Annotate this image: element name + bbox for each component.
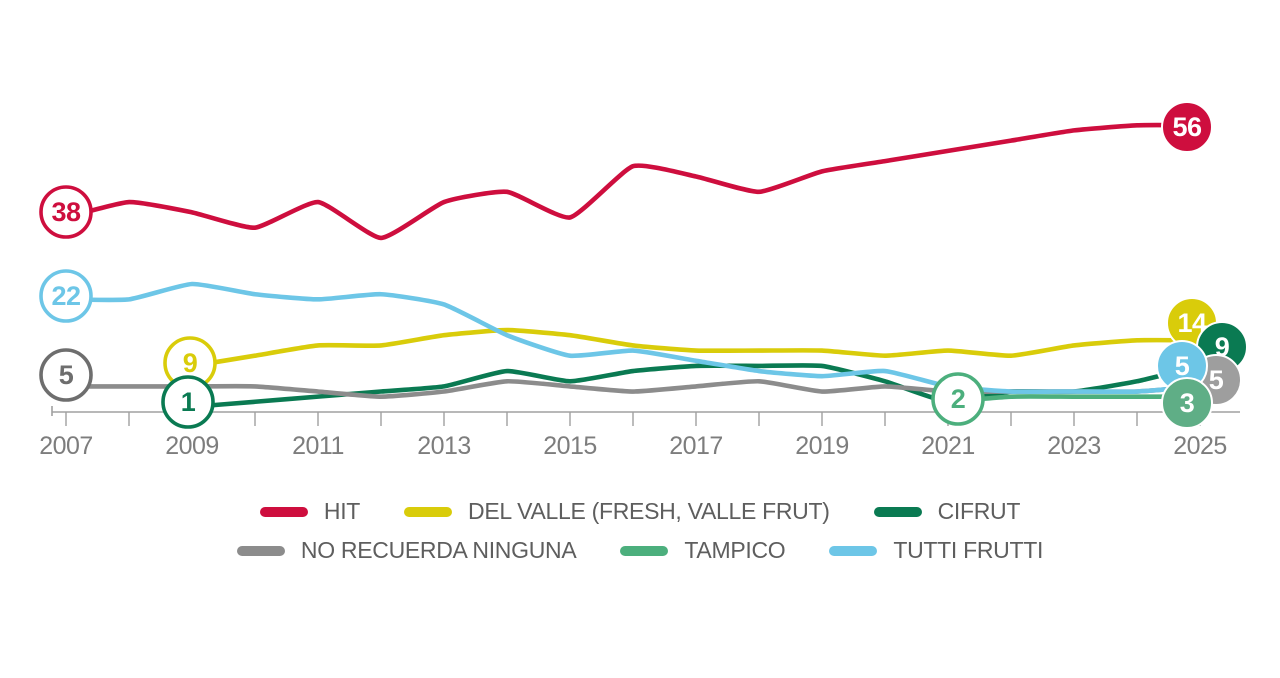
start-marker-del-valle-fresh-valle-frut: 9 bbox=[163, 336, 217, 390]
x-axis-label-2011: 2011 bbox=[292, 432, 344, 460]
chart-legend: HIT DEL VALLE (FRESH, VALLE FRUT) CIFRUT NO… bbox=[0, 498, 1280, 564]
series-lines bbox=[63, 122, 1203, 410]
legend-item-tampico[interactable]: TAMPICO bbox=[620, 537, 786, 564]
legend-label-tutti-frutti: TUTTI FRUTTI bbox=[893, 537, 1044, 563]
marker-value: 9 bbox=[183, 348, 198, 378]
legend-item-no-recuerda-ninguna[interactable]: NO RECUERDA NINGUNA bbox=[236, 537, 577, 564]
marker-value: 5 bbox=[1209, 365, 1224, 395]
legend-swatch-hit bbox=[259, 506, 308, 517]
x-axis-label-2021: 2021 bbox=[921, 432, 975, 460]
series-line-tampico bbox=[945, 394, 1203, 405]
marker-value: 1 bbox=[181, 387, 196, 417]
x-axis bbox=[51, 406, 1240, 426]
legend-label-del-valle-fresh-valle-frut: DEL VALLE (FRESH, VALLE FRUT) bbox=[468, 498, 830, 524]
legend-swatch-tutti-frutti bbox=[829, 545, 878, 556]
marker-value: 2 bbox=[951, 384, 966, 414]
legend-row-2: NO RECUERDA NINGUNA TAMPICO TUTTI FRUTTI bbox=[215, 537, 1065, 564]
legend-label-hit: HIT bbox=[323, 498, 361, 524]
series-line-del-valle-fresh-valle-frut bbox=[189, 327, 1203, 369]
legend-row-1: HIT DEL VALLE (FRESH, VALLE FRUT) CIFRUT bbox=[238, 498, 1042, 525]
legend-item-cifrut[interactable]: CIFRUT bbox=[873, 498, 1021, 525]
legend-swatch-cifrut bbox=[873, 506, 922, 517]
start-marker-tampico: 2 bbox=[931, 372, 985, 426]
legend-swatch-no-recuerda-ninguna bbox=[236, 545, 285, 556]
legend-label-tampico: TAMPICO bbox=[684, 537, 786, 563]
legend-label-no-recuerda-ninguna: NO RECUERDA NINGUNA bbox=[300, 537, 577, 563]
legend-label-cifrut: CIFRUT bbox=[937, 498, 1021, 524]
legend-item-tutti-frutti[interactable]: TUTTI FRUTTI bbox=[829, 537, 1043, 564]
marker-value: 5 bbox=[1175, 351, 1190, 381]
x-axis-label-2009: 2009 bbox=[165, 432, 219, 460]
x-axis-label-2013: 2013 bbox=[417, 432, 471, 460]
marker-value: 38 bbox=[51, 197, 81, 227]
marker-value: 22 bbox=[51, 281, 80, 311]
legend-swatch-tampico bbox=[620, 545, 669, 556]
end-marker-tampico: 3 bbox=[1161, 377, 1213, 429]
x-axis-label-2025: 2025 bbox=[1173, 432, 1227, 460]
series-line-hit bbox=[63, 122, 1203, 241]
series-line-tutti-frutti bbox=[63, 281, 1203, 395]
legend-swatch-del-valle-fresh-valle-frut bbox=[404, 506, 453, 517]
x-axis-label-2019: 2019 bbox=[795, 432, 849, 460]
start-marker-hit: 38 bbox=[39, 185, 93, 239]
start-marker-no-recuerda-ninguna: 5 bbox=[39, 348, 93, 402]
start-marker-cifrut: 1 bbox=[161, 375, 215, 429]
x-axis-label-2017: 2017 bbox=[669, 432, 723, 460]
marker-value: 56 bbox=[1172, 112, 1202, 142]
start-marker-tutti-frutti: 22 bbox=[39, 269, 93, 323]
marker-value: 5 bbox=[59, 360, 74, 390]
legend-item-del-valle-fresh-valle-frut[interactable]: DEL VALLE (FRESH, VALLE FRUT) bbox=[404, 498, 830, 525]
x-axis-label-2007: 2007 bbox=[39, 432, 93, 460]
end-marker-hit: 56 bbox=[1161, 101, 1213, 153]
marker-value: 3 bbox=[1180, 388, 1195, 418]
legend-item-hit[interactable]: HIT bbox=[259, 498, 361, 525]
x-axis-label-2023: 2023 bbox=[1047, 432, 1101, 460]
x-axis-label-2015: 2015 bbox=[543, 432, 597, 460]
